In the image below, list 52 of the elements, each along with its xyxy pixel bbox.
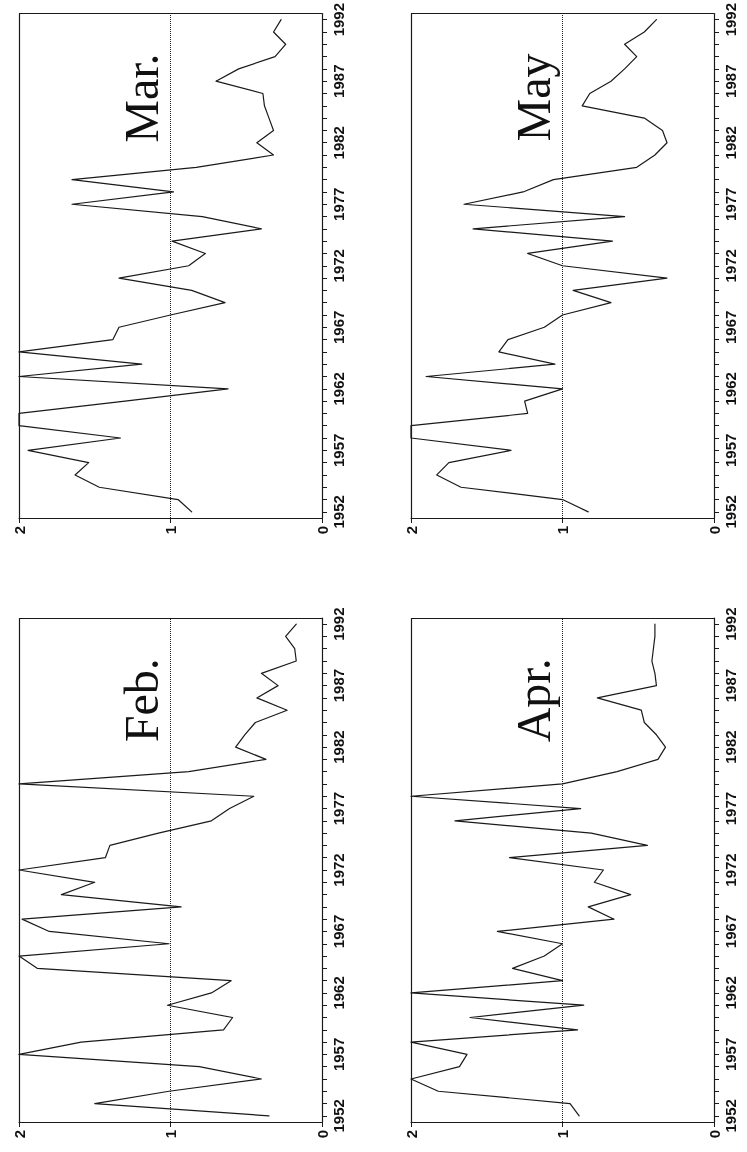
y-tick-label: 1992 (330, 607, 347, 641)
y-tick-label: 1992 (722, 3, 739, 37)
y-tick-label: 1982 (330, 730, 347, 764)
y-tick-label: 1987 (722, 64, 739, 98)
y-tick-label: 1962 (330, 372, 347, 406)
y-tick-label: 1977 (722, 791, 739, 826)
y-tick-label: 1972 (330, 853, 347, 887)
y-tick-label: 1952 (722, 495, 739, 529)
y-tick-label: 1987 (330, 64, 347, 98)
y-tick-label: 1957 (330, 1037, 347, 1072)
y-tick-label: 1987 (722, 668, 739, 703)
x-tick-label: 0 (313, 1130, 331, 1139)
y-tick-label: 1957 (722, 1037, 739, 1072)
text: Feb. (114, 658, 168, 743)
y-tick-label: 1962 (722, 372, 739, 406)
x-tick-label: 2 (402, 1130, 420, 1139)
y-tick-label: 1967 (330, 914, 347, 949)
x-tick-label: 0 (705, 1130, 723, 1139)
y-tick-label: 1977 (330, 791, 347, 826)
text: Apr. (506, 658, 560, 743)
y-tick-label: 1977 (330, 187, 347, 221)
y-tick-label: 1967 (722, 914, 739, 949)
y-tick-label: 1967 (330, 310, 347, 344)
y-tick-label: 1982 (722, 730, 739, 764)
y-tick-label: 1952 (330, 495, 347, 529)
y-tick-label: 1987 (330, 668, 347, 703)
y-tick-label: 1962 (330, 976, 347, 1010)
y-tick-label: 1952 (722, 1099, 739, 1133)
text: May (506, 53, 560, 142)
x-tick-label: 1 (162, 526, 179, 535)
x-tick-label: 2 (402, 526, 420, 535)
y-tick-label: 1972 (722, 249, 739, 283)
y-tick-label: 1977 (722, 187, 739, 221)
y-tick-label: 1967 (722, 310, 739, 344)
y-tick-label: 1972 (330, 249, 347, 283)
x-tick-label: 0 (313, 526, 331, 535)
text: Mar. (114, 53, 168, 143)
x-tick-label: 2 (10, 526, 28, 535)
x-tick-label: 1 (554, 526, 571, 535)
y-tick-label: 1982 (330, 126, 347, 160)
x-tick-label: 0 (705, 526, 723, 535)
y-tick-label: 1952 (330, 1099, 347, 1133)
y-tick-label: 1992 (722, 607, 739, 641)
x-tick-label: 1 (162, 1130, 179, 1139)
y-tick-label: 1972 (722, 853, 739, 887)
y-tick-label: 1992 (330, 3, 347, 37)
y-tick-label: 1982 (722, 126, 739, 160)
y-tick-label: 1957 (722, 433, 739, 468)
y-tick-label: 1962 (722, 976, 739, 1010)
x-tick-label: 2 (10, 1130, 28, 1139)
y-tick-label: 1957 (330, 433, 347, 468)
x-tick-label: 1 (554, 1130, 571, 1139)
